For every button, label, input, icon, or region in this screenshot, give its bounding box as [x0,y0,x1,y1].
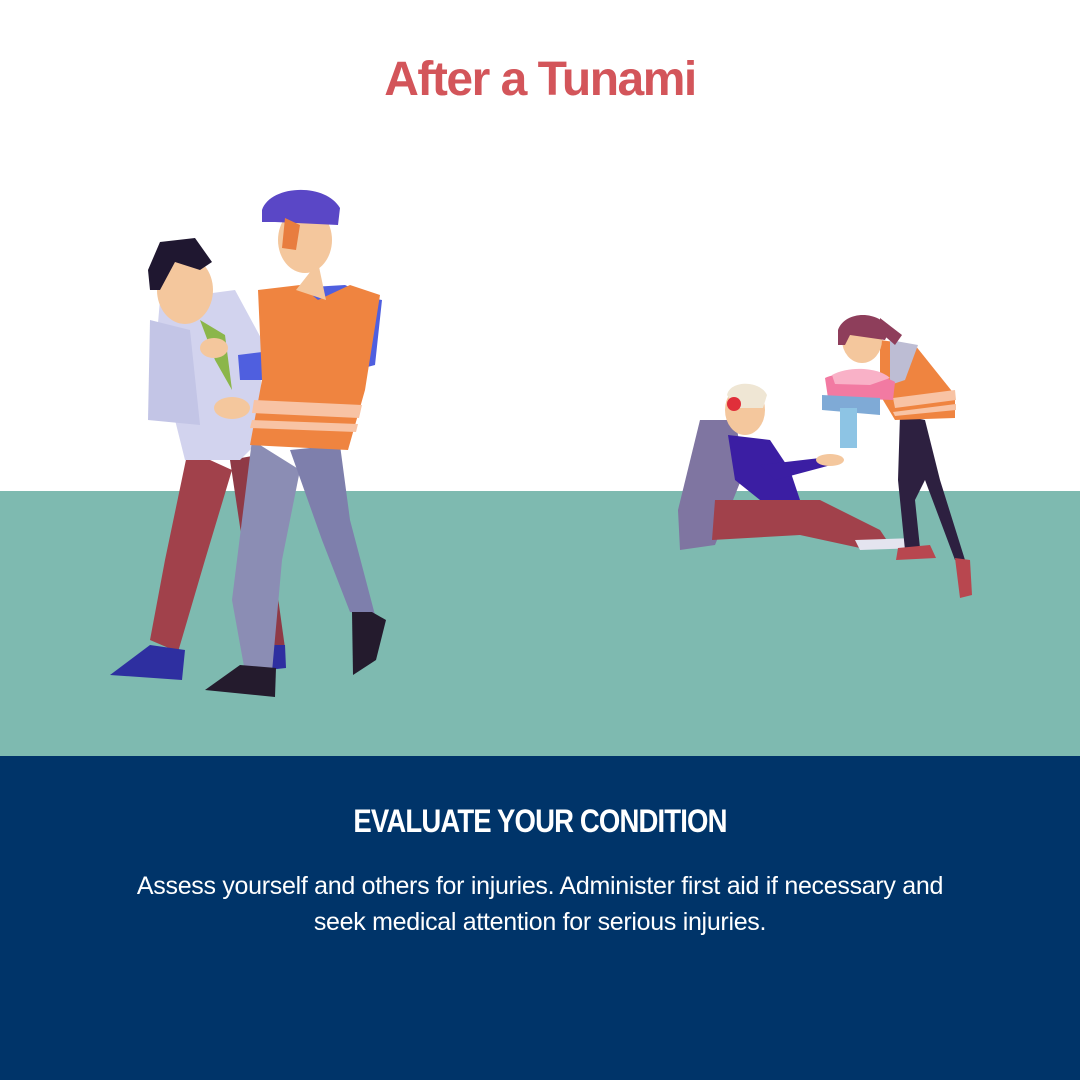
page-title: After a Tunami [384,53,697,106]
rescuer-supporting-injured-person-illustration [110,189,386,697]
rescuer-giving-aid-to-seated-injured-person-illustration [678,315,972,598]
info-panel [0,756,1080,1080]
section-body-text: Assess yourself and others for injuries.… [136,872,944,936]
section-heading: EVALUATE YOUR CONDITION [353,803,727,839]
